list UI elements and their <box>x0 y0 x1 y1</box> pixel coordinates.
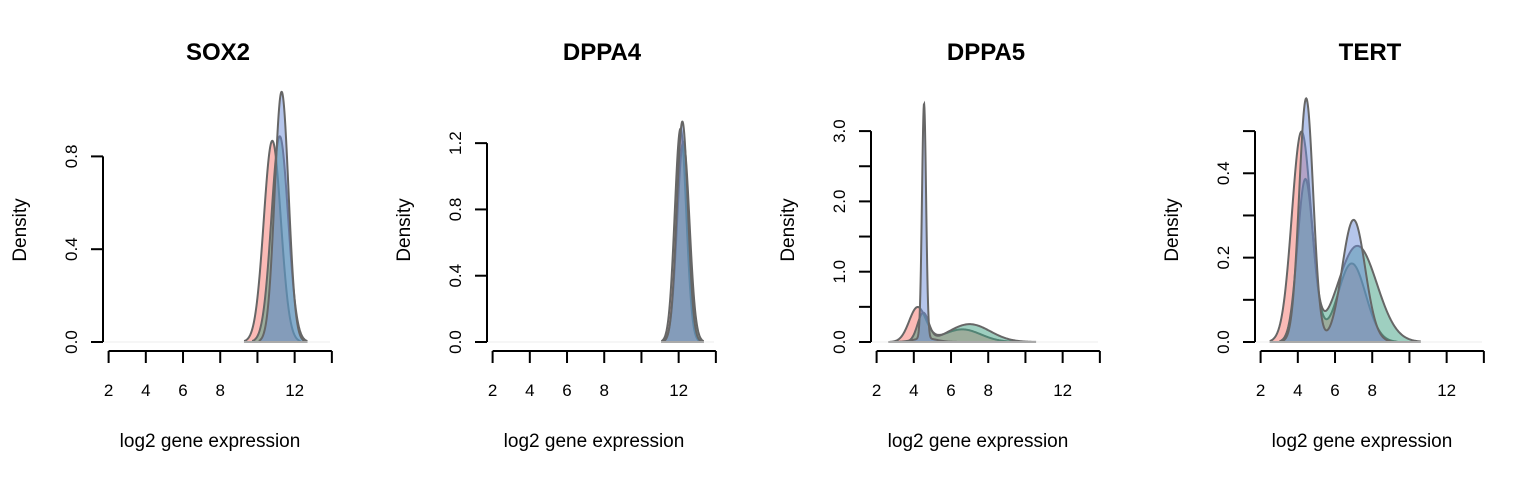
density-series-2 <box>258 90 305 343</box>
y-axis-label: Density <box>778 198 799 262</box>
x-tick-label: 12 <box>1053 381 1072 400</box>
chart-1: DPPA4 0.0 0.4 0.8 1.2 Density 2 4 6 8 12 log2 gene … <box>394 39 717 452</box>
density-series-2 <box>1282 96 1392 343</box>
x-tick-label: 4 <box>1293 381 1302 400</box>
x-tick-label: 2 <box>1256 381 1265 400</box>
x-tick-label: 2 <box>872 381 881 400</box>
x-axis-label: log2 gene expression <box>120 431 301 452</box>
x-tick-label: 4 <box>525 381 534 400</box>
y-tick-label: 0.8 <box>446 198 465 222</box>
x-tick-label: 6 <box>562 381 571 400</box>
chart-title: TERT <box>1339 39 1402 66</box>
y-tick-label: 0.8 <box>62 145 81 169</box>
x-tick-label: 6 <box>178 381 187 400</box>
y-tick-label: 1.2 <box>446 131 465 155</box>
x-tick-label: 8 <box>599 381 608 400</box>
y-tick-label: 0.0 <box>62 330 81 354</box>
chart-3: TERT 0.0 0.2 0.4 Density 2 4 6 8 12 log2 gene expr… <box>1162 39 1485 452</box>
y-axis-label: Density <box>1162 198 1183 262</box>
x-axis-label: log2 gene expression <box>504 431 685 452</box>
density-series-2 <box>888 100 962 343</box>
density-series-2 <box>663 120 702 343</box>
y-axis-label: Density <box>394 198 415 262</box>
y-axis-label: Density <box>10 198 31 262</box>
chart-title: DPPA4 <box>563 39 642 66</box>
y-tick-label: 0.4 <box>62 237 81 261</box>
y-tick-label: 0.4 <box>446 264 465 288</box>
x-tick-label: 8 <box>983 381 992 400</box>
x-tick-label: 6 <box>1330 381 1339 400</box>
x-tick-label: 6 <box>946 381 955 400</box>
x-tick-label: 4 <box>909 381 918 400</box>
x-tick-label: 12 <box>285 381 304 400</box>
y-tick-label: 0.0 <box>830 330 849 354</box>
x-axis-label: log2 gene expression <box>888 431 1069 452</box>
y-tick-label: 2.0 <box>830 190 849 214</box>
chart-title: SOX2 <box>186 39 250 66</box>
x-tick-label: 2 <box>488 381 497 400</box>
y-tick-label: 0.4 <box>1214 161 1233 185</box>
x-axis-label: log2 gene expression <box>1272 431 1453 452</box>
y-tick-label: 0.0 <box>1214 330 1233 354</box>
y-tick-label: 1.0 <box>830 260 849 284</box>
chart-0: SOX2 0.0 0.4 0.8 Density 2 4 6 8 12 log2 gene expr… <box>10 39 333 452</box>
x-tick-label: 4 <box>141 381 150 400</box>
y-tick-label: 3.0 <box>830 119 849 143</box>
y-tick-label: 0.2 <box>1214 246 1233 270</box>
x-tick-label: 8 <box>1367 381 1376 400</box>
x-tick-label: 12 <box>1437 381 1456 400</box>
chart-title: DPPA5 <box>947 39 1025 66</box>
y-tick-label: 0.0 <box>446 330 465 354</box>
x-tick-label: 8 <box>215 381 224 400</box>
x-tick-label: 12 <box>669 381 688 400</box>
x-tick-label: 2 <box>104 381 113 400</box>
chart-2: DPPA5 0.0 1.0 2.0 3.0 Density 2 4 6 8 12 log2 gene … <box>778 39 1101 452</box>
